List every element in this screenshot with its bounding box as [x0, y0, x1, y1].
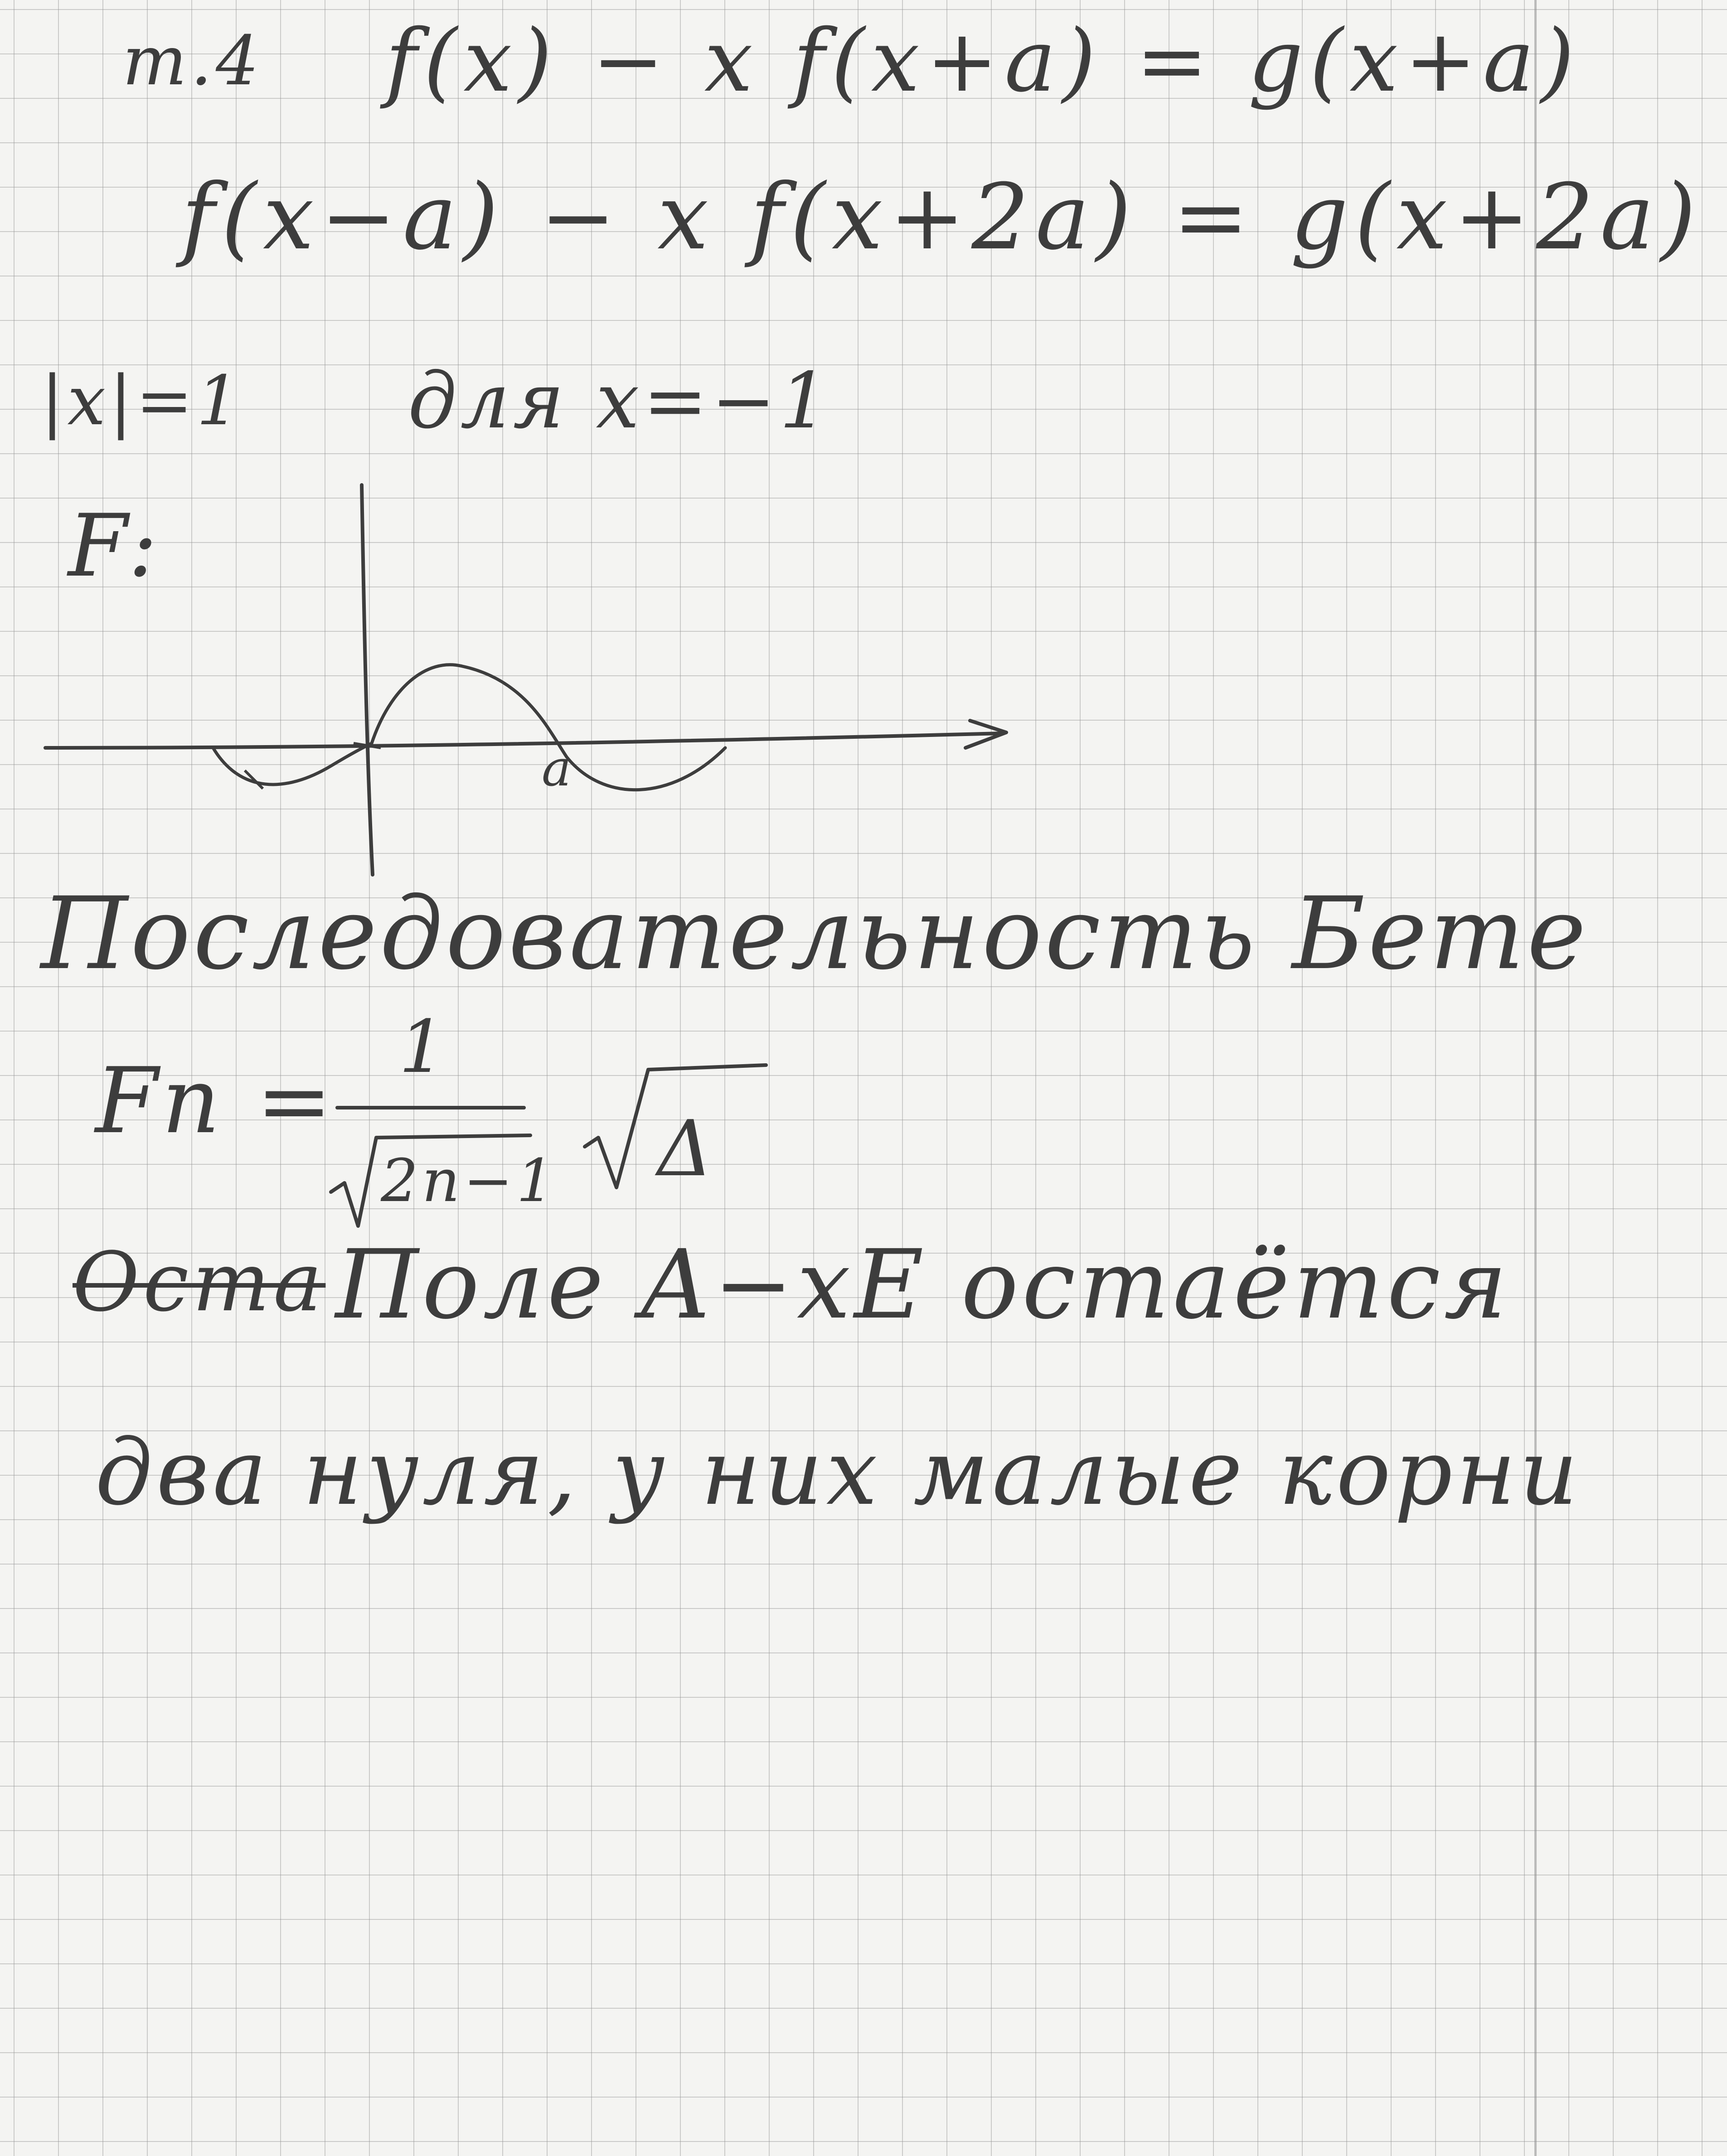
problem-number: m.4 [122, 22, 263, 101]
x-axis [44, 732, 1004, 750]
line-characteristic: Поле A−xE остаётся [335, 1229, 1511, 1340]
struck-word: Оста [73, 1235, 326, 1330]
equation-2: f(x−a) − x f(x+2a) = g(x+2a) [181, 165, 1703, 270]
tick-left [243, 769, 264, 790]
formula-lhs: Fn = [95, 1048, 336, 1154]
formula-numerator: 1 [399, 1004, 449, 1089]
formula-denominator-radicand: 2n−1 [381, 1146, 558, 1215]
fraction-bar [335, 1106, 526, 1109]
equation-1: f(x) − x f(x+a) = g(x+a) [385, 11, 1581, 111]
tick-origin [353, 742, 381, 749]
sqrt-denominator-sign [329, 1134, 532, 1228]
graph-label: F: [68, 496, 161, 596]
condition-note: для x=−1 [408, 356, 832, 446]
y-axis [360, 483, 374, 877]
x-axis-arrow [964, 719, 1008, 750]
sqrt-delta-sign [583, 1063, 768, 1189]
graph-point-label: a [542, 739, 575, 797]
curve [211, 663, 727, 792]
abs-condition: |x|=1 [41, 362, 243, 441]
formula-delta-radicand: Δ [657, 1104, 717, 1194]
heading-sequence: Последовательность Бете [41, 876, 1589, 992]
function-sketch [44, 483, 1008, 877]
line-roots: два нуля, у них малые корни [95, 1420, 1581, 1526]
margin-line [1534, 0, 1537, 2156]
